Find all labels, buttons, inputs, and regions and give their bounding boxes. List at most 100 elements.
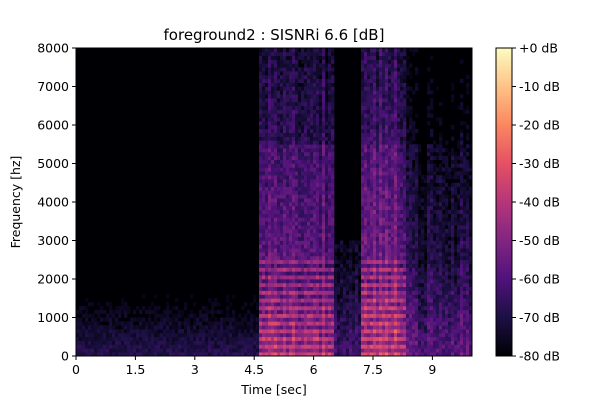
heatmap-cell	[166, 302, 170, 307]
heatmap-cell	[370, 213, 374, 218]
heatmap-cell	[385, 329, 389, 334]
heatmap-cell	[310, 279, 314, 284]
heatmap-cell	[280, 275, 284, 280]
heatmap-cell	[403, 305, 407, 311]
heatmap-cell	[265, 155, 269, 160]
heatmap-cell	[277, 125, 281, 130]
heatmap-cell	[424, 232, 428, 237]
heatmap-cell	[118, 344, 122, 349]
heatmap-cell	[184, 352, 188, 356]
heatmap-cell	[418, 144, 422, 149]
heatmap-cell	[415, 194, 419, 199]
heatmap-cell	[439, 213, 443, 218]
heatmap-cell	[292, 228, 296, 234]
heatmap-cell	[262, 190, 266, 195]
heatmap-cell	[400, 125, 404, 130]
heatmap-cell	[115, 344, 119, 349]
heatmap-cell	[220, 344, 224, 349]
heatmap-cell	[328, 298, 332, 303]
heatmap-cell	[394, 279, 398, 284]
heatmap-cell	[265, 348, 269, 353]
heatmap-cell	[259, 275, 263, 280]
heatmap-cell	[298, 255, 302, 261]
heatmap-cell	[355, 259, 359, 264]
heatmap-cell	[277, 198, 281, 203]
heatmap-cell	[310, 213, 314, 218]
heatmap-cell	[280, 182, 284, 187]
heatmap-cell	[262, 244, 266, 249]
heatmap-cell	[283, 317, 287, 322]
heatmap-cell	[268, 213, 272, 218]
heatmap-cell	[259, 59, 263, 64]
heatmap-cell	[313, 159, 317, 164]
heatmap-cell	[394, 282, 398, 288]
heatmap-cell	[304, 63, 308, 68]
heatmap-cell	[262, 332, 266, 338]
heatmap-cell	[421, 282, 425, 288]
heatmap-cell	[322, 332, 326, 338]
heatmap-cell	[322, 121, 326, 126]
heatmap-cell	[292, 317, 296, 322]
heatmap-cell	[289, 159, 293, 164]
heatmap-cell	[295, 209, 299, 214]
heatmap-cell	[136, 340, 140, 345]
heatmap-cell	[361, 344, 365, 349]
heatmap-cell	[394, 317, 398, 322]
heatmap-cell	[259, 290, 263, 295]
heatmap-cell	[445, 167, 449, 172]
heatmap-cell	[304, 140, 308, 145]
heatmap-cell	[337, 271, 341, 276]
heatmap-cell	[301, 148, 305, 153]
heatmap-cell	[286, 190, 290, 195]
heatmap-cell	[226, 317, 230, 322]
heatmap-cell	[331, 309, 335, 314]
heatmap-cell	[442, 321, 446, 326]
heatmap-cell	[286, 225, 290, 230]
heatmap-cell	[340, 309, 344, 314]
heatmap-cell	[202, 317, 206, 322]
heatmap-cell	[325, 117, 329, 122]
heatmap-cell	[337, 298, 341, 303]
heatmap-cell	[385, 136, 389, 141]
heatmap-cell	[307, 217, 311, 222]
heatmap-cell	[388, 298, 392, 303]
heatmap-cell	[265, 194, 269, 199]
heatmap-cell	[262, 302, 266, 307]
heatmap-cell	[271, 259, 275, 264]
heatmap-cell	[154, 294, 158, 299]
heatmap-cell	[259, 151, 263, 157]
heatmap-cell	[295, 67, 299, 72]
heatmap-cell	[409, 105, 413, 110]
heatmap-cell	[388, 198, 392, 203]
heatmap-cell	[289, 221, 293, 226]
heatmap-cell	[154, 321, 158, 326]
heatmap-cell	[412, 332, 416, 338]
heatmap-cell	[316, 175, 320, 180]
heatmap-cell	[376, 290, 380, 295]
heatmap-cell	[196, 336, 200, 341]
heatmap-cell	[109, 302, 113, 307]
heatmap-cell	[289, 63, 293, 68]
heatmap-cell	[331, 190, 335, 195]
heatmap-cell	[268, 182, 272, 187]
heatmap-cell	[406, 71, 410, 76]
heatmap-cell	[367, 151, 371, 157]
heatmap-cell	[280, 217, 284, 222]
heatmap-cell	[421, 252, 425, 257]
heatmap-cell	[388, 132, 392, 137]
heatmap-cell	[391, 352, 395, 356]
heatmap-cell	[388, 155, 392, 160]
heatmap-cell	[385, 74, 389, 80]
heatmap-cell	[292, 128, 296, 134]
heatmap-cell	[277, 63, 281, 68]
heatmap-cell	[331, 282, 335, 288]
heatmap-cell	[268, 98, 272, 103]
heatmap-cell	[373, 121, 377, 126]
heatmap-cell	[331, 198, 335, 203]
heatmap-cell	[94, 317, 98, 322]
heatmap-cell	[385, 244, 389, 249]
heatmap-cell	[385, 279, 389, 284]
heatmap-cell	[106, 348, 110, 353]
heatmap-cell	[295, 105, 299, 110]
heatmap-cell	[373, 171, 377, 176]
